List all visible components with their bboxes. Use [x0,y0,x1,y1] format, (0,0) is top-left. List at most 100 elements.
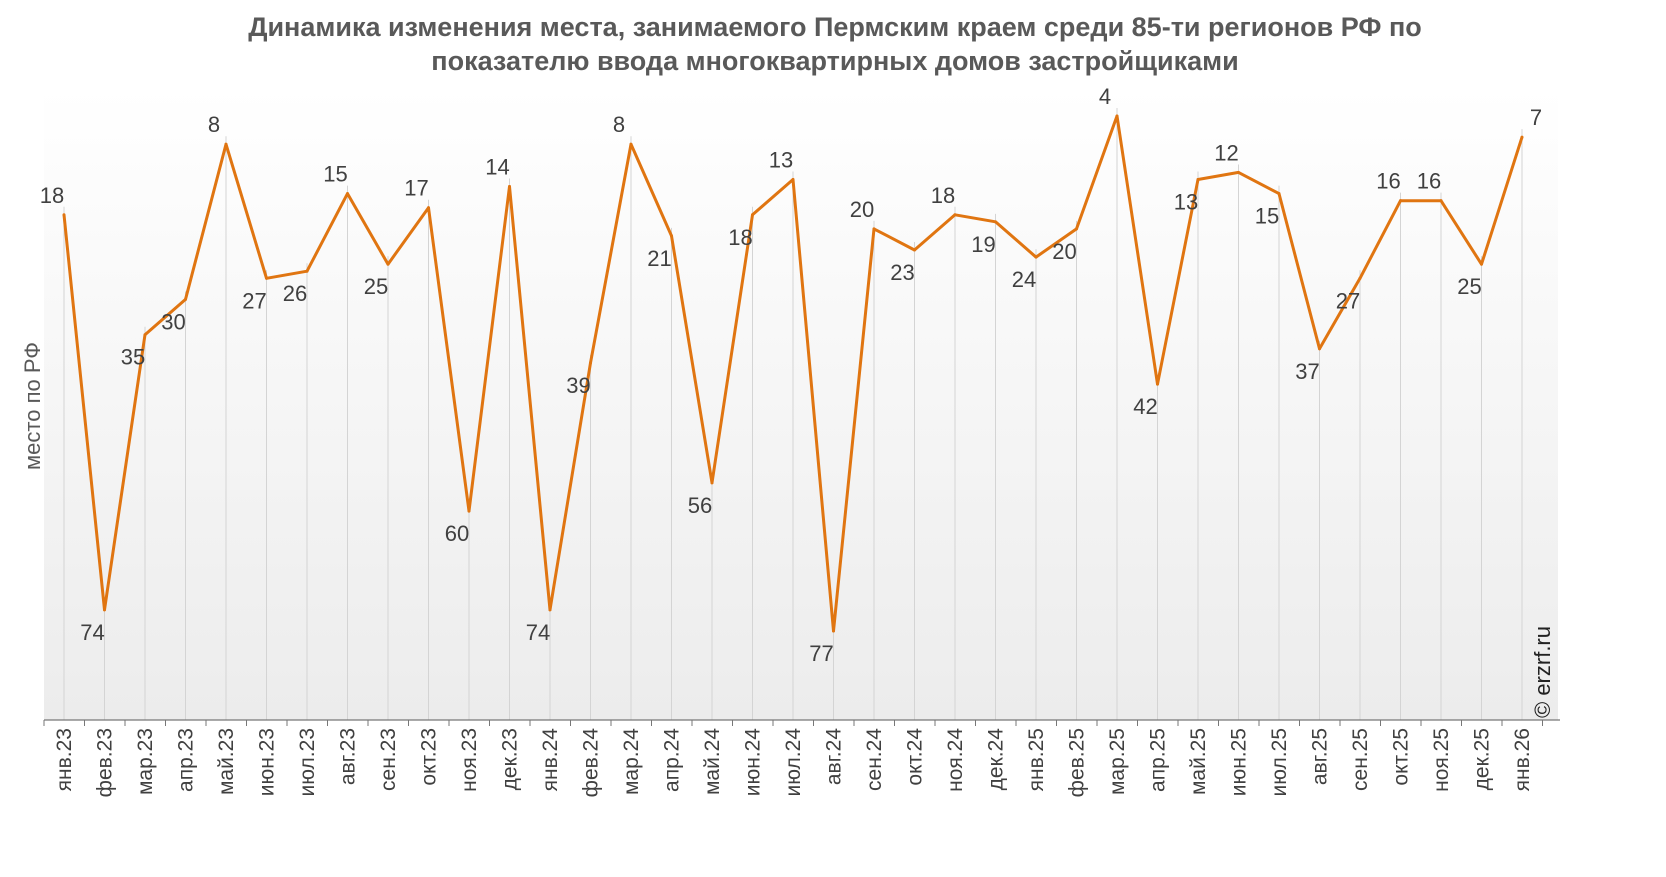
x-tick-label: мар.25 [1106,728,1129,795]
x-tick-label: июл.24 [782,728,805,797]
data-point [1439,199,1443,203]
y-axis-label: место по РФ [20,342,45,470]
data-label: 16 [1376,169,1400,194]
chart-title-line-1: Динамика изменения места, занимаемого Пе… [248,12,1422,42]
x-tick-label: апр.24 [661,728,684,792]
data-label: 24 [1012,267,1036,292]
data-point [1196,177,1200,181]
x-tick-label: дек.24 [985,728,1008,791]
data-point [1075,227,1078,231]
data-point [994,220,997,224]
x-tick-label: авг.24 [823,728,846,785]
data-point [1237,170,1240,174]
data-point [224,142,228,146]
data-point [467,509,471,513]
data-point [589,361,592,365]
x-tick-label: окт.24 [904,728,927,786]
data-point [1480,262,1483,266]
data-point [1399,199,1402,203]
data-point [1318,347,1321,351]
drop-lines [63,108,1523,720]
data-label: 8 [613,112,625,137]
data-point [143,333,147,337]
x-tick-label: сен.23 [377,728,400,791]
x-tick-label: июн.25 [1228,728,1251,796]
x-tick-label: янв.25 [1025,728,1048,791]
data-label: 30 [161,309,185,334]
x-tick-label: янв.23 [53,728,76,791]
data-point [386,262,390,266]
data-label: 20 [850,197,874,222]
data-label: 77 [809,641,833,666]
data-label: 35 [121,345,145,370]
x-tick-label: ноя.25 [1430,728,1453,792]
data-point [953,213,957,217]
x-tick-label: дек.23 [499,728,522,790]
data-label: 17 [404,176,428,201]
data-label: 27 [242,288,266,313]
data-label: 74 [80,620,104,645]
data-point [184,297,187,301]
x-tick-label: апр.25 [1147,728,1170,792]
x-tick-label: ноя.24 [944,728,967,792]
x-tick-label: фев.23 [94,728,117,797]
data-point [427,206,430,210]
data-label: 42 [1133,394,1157,419]
x-tick-label: май.25 [1187,728,1210,795]
x-tick-label: июн.23 [256,728,279,796]
data-label: 18 [728,225,752,250]
series-line-layer [62,114,1524,633]
data-label: 13 [769,147,793,172]
data-label: 23 [890,260,914,285]
data-label: 13 [1174,189,1198,214]
data-point [670,234,673,238]
x-tick-labels: янв.23 фев.23 мар.23 апр.23 май.23 июн.23 июл.… [53,728,1534,798]
x-tick-label: янв.24 [539,728,562,792]
data-label: 15 [1255,204,1279,229]
data-label: 8 [208,112,220,137]
x-tick-label: фев.24 [580,728,603,798]
data-point [548,608,552,612]
chart-title-line-2: показателю ввода многоквартирных домов з… [431,46,1238,76]
x-tick-label: май.24 [701,728,724,795]
x-tick-label: янв.26 [1511,728,1534,791]
data-label: 7 [1530,105,1542,130]
data-label: 27 [1336,288,1360,313]
data-label: 4 [1099,84,1111,109]
x-tick-label: окт.25 [1390,728,1413,786]
x-tick-label: сен.24 [863,728,886,791]
data-point [872,227,876,231]
data-point [710,481,714,485]
credit-text: © erzrf.ru [1530,626,1555,718]
x-tick-label: июл.23 [296,728,319,796]
data-label: 12 [1214,140,1238,165]
data-label: 25 [364,274,388,299]
data-label: 56 [688,493,712,518]
x-tick-label: авг.23 [337,728,360,785]
data-point [1115,114,1119,118]
data-point [265,276,268,280]
x-tick-label: мар.23 [134,728,157,795]
data-point [346,192,349,196]
data-label: 39 [566,373,590,398]
x-tick-label: дек.25 [1471,728,1494,790]
data-label: 37 [1295,359,1319,384]
data-label: 26 [283,281,307,306]
data-point [1277,192,1281,196]
x-tick-label: июл.25 [1268,728,1291,796]
data-point [1358,276,1362,280]
data-label: 15 [323,162,347,187]
plot-background [44,88,1558,720]
data-label: 74 [526,620,550,645]
x-tick-label: ноя.23 [458,728,481,792]
data-point [913,248,916,252]
data-point [62,213,66,217]
data-point [1156,382,1159,386]
x-tick-label: апр.23 [175,728,198,792]
data-point [1520,135,1524,139]
x-tick-label: окт.23 [418,728,441,786]
data-point [305,269,309,273]
